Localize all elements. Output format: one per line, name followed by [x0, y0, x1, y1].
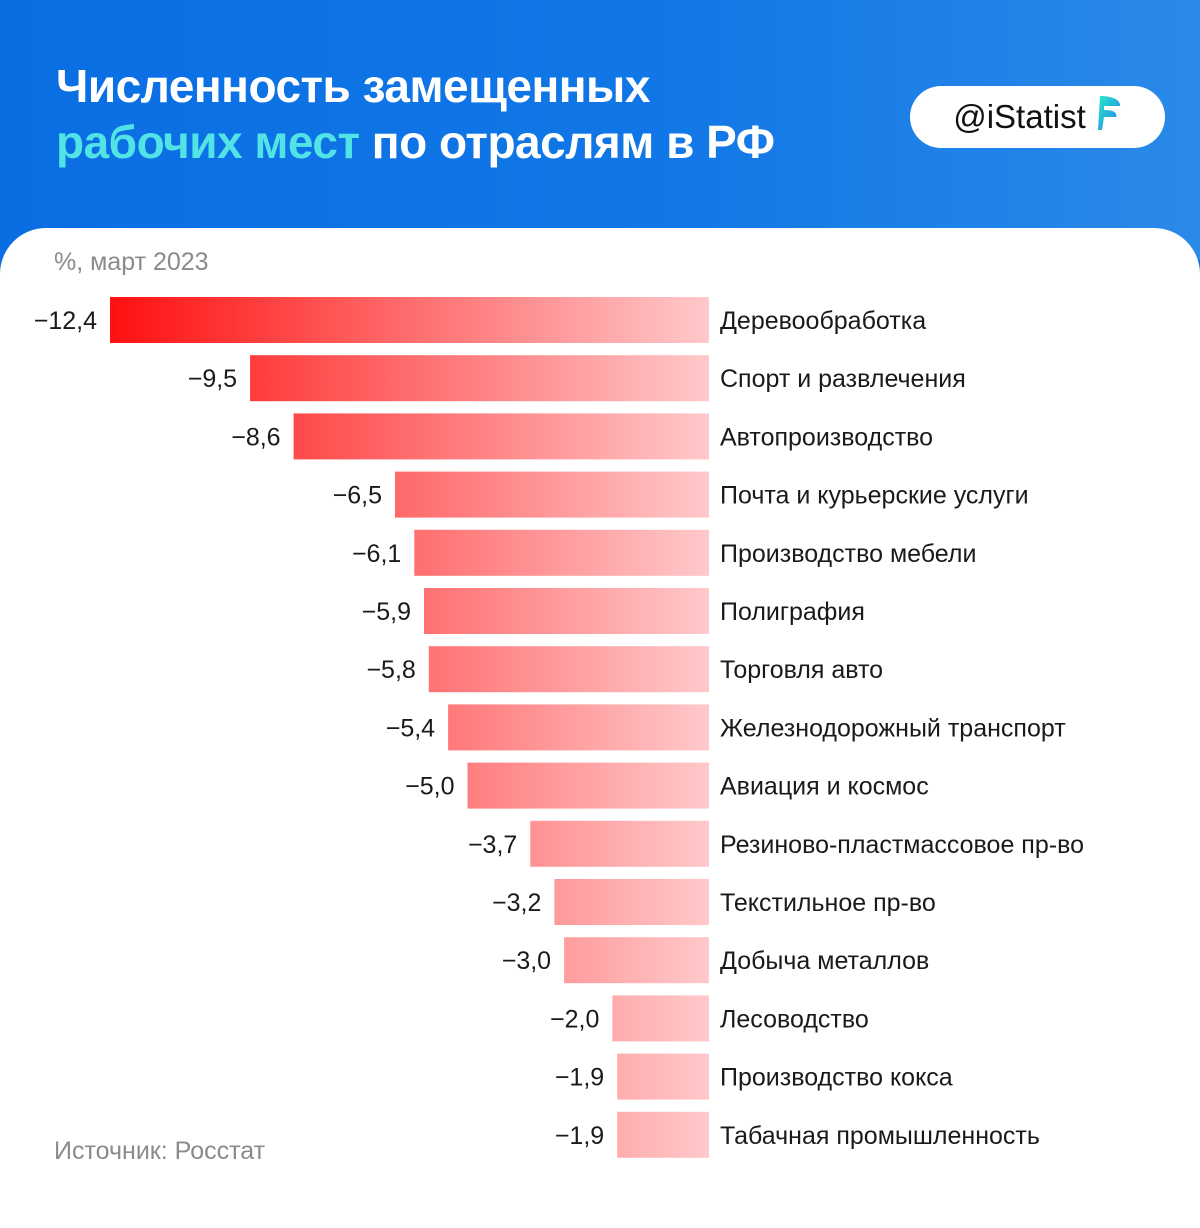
bar: [250, 355, 709, 402]
bar: [414, 529, 709, 576]
bar-value-label: −5,8: [366, 656, 415, 684]
title-accent: рабочих мест: [56, 116, 360, 168]
bar-value-label: −5,9: [362, 598, 411, 626]
category-label: Текстильное пр-во: [720, 889, 936, 917]
category-label: Резиново-пластмассовое пр-во: [720, 831, 1084, 859]
category-label: Табачная промышленность: [720, 1122, 1040, 1150]
bar: [293, 413, 709, 460]
bar-value-label: −8,6: [231, 423, 280, 451]
title-line-1: Численность замещенных: [56, 60, 650, 112]
bar: [428, 646, 709, 693]
bar: [395, 471, 709, 518]
bar: [617, 1111, 709, 1158]
bar-value-label: −9,5: [188, 365, 237, 393]
title-line-2: по отраслям в РФ: [359, 116, 775, 168]
bar: [617, 1053, 709, 1100]
badge-label: @iStatist: [953, 98, 1086, 135]
bar-value-label: −1,9: [555, 1122, 604, 1150]
category-label: Автопроизводство: [720, 423, 933, 451]
category-label: Лесоводство: [720, 1005, 869, 1033]
page-title: Численность замещенных рабочих мест по от…: [56, 58, 775, 170]
bar: [564, 937, 709, 984]
chart-subtitle: %, март 2023: [54, 248, 209, 276]
header-banner: Численность замещенных рабочих мест по от…: [0, 0, 1200, 260]
leaf-logo-icon: [1096, 94, 1122, 140]
bar-value-label: −5,0: [405, 773, 454, 801]
category-label: Железнодорожный транспорт: [720, 714, 1066, 742]
bar: [612, 995, 709, 1042]
category-label: Производство кокса: [720, 1064, 953, 1092]
bar: [530, 820, 709, 867]
category-label: Авиация и космос: [720, 773, 929, 801]
bar-value-label: −2,0: [550, 1005, 599, 1033]
bar-chart: −12,4 Деревообработка −9,5 Спорт и развлече…: [34, 297, 1084, 1158]
bar-value-label: −5,4: [386, 714, 435, 742]
bar: [554, 879, 709, 925]
category-label: Почта и курьерские услуги: [720, 482, 1029, 510]
bar: [467, 762, 709, 809]
category-label: Деревообработка: [720, 307, 926, 335]
bar-value-label: −1,9: [555, 1064, 604, 1092]
bar-value-label: −3,0: [502, 947, 551, 975]
bar: [424, 588, 709, 634]
bar: [448, 704, 709, 751]
bar-value-label: −3,2: [492, 889, 541, 917]
bar-value-label: −12,4: [34, 307, 97, 335]
bar-value-label: −3,7: [468, 831, 517, 859]
category-label: Производство мебели: [720, 540, 976, 568]
source-note: Источник: Росстат: [54, 1137, 266, 1165]
istatist-badge[interactable]: @iStatist: [910, 86, 1165, 148]
category-label: Добыча металлов: [720, 947, 929, 975]
category-label: Спорт и развлечения: [720, 365, 966, 393]
category-label: Торговля авто: [720, 656, 883, 684]
bar-value-label: −6,1: [352, 540, 401, 568]
category-label: Полиграфия: [720, 598, 865, 626]
bar: [110, 297, 709, 343]
bar-value-label: −6,5: [333, 482, 382, 510]
